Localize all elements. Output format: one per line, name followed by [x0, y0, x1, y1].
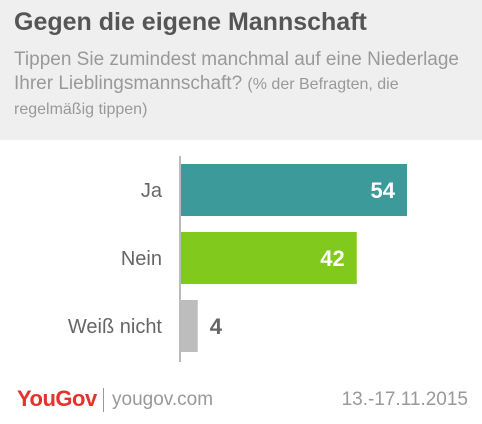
bar [181, 232, 357, 284]
category-label: Ja [141, 180, 163, 202]
subtitle-question: Tippen Sie zumindest manchmal auf eine N… [14, 49, 459, 94]
value-label: 4 [210, 314, 223, 339]
header: Gegen die eigene Mannschaft Tippen Sie z… [0, 0, 482, 140]
chart-subtitle: Tippen Sie zumindest manchmal auf eine N… [14, 48, 474, 122]
value-label: 42 [320, 246, 344, 271]
subtitle-note: (% der Befragten, die regelmäßig tippen) [14, 76, 399, 118]
source-site: yougov.com [112, 389, 214, 410]
footer: YouGov yougov.com 13.-17.11.2015 [0, 384, 482, 420]
category-label: Weiß nicht [68, 316, 163, 338]
bar [181, 300, 198, 352]
bar [181, 164, 407, 216]
category-label: Nein [121, 248, 162, 270]
survey-date: 13.-17.11.2015 [341, 389, 468, 410]
value-label: 54 [371, 178, 396, 203]
footer-divider [103, 388, 104, 412]
bar-chart: Ja 54 Nein 42 Weiß nicht 4 [68, 156, 407, 362]
yougov-logo: YouGov [17, 386, 97, 411]
chart-title: Gegen die eigene Mannschaft [14, 8, 367, 36]
